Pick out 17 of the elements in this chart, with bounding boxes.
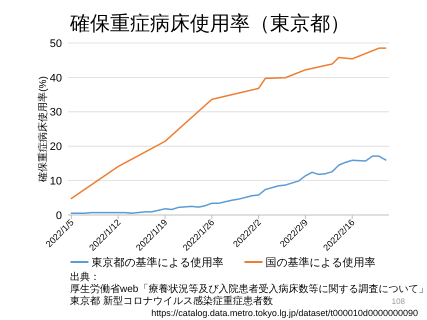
y-tick-label: 40 (50, 72, 62, 84)
y-tick-label: 20 (50, 141, 62, 154)
text: 厚生労働省web「療養状況等及び入院患者受入病床数等に関する調査について」 (70, 283, 427, 295)
y-tick-label: 10 (50, 175, 62, 188)
y-axis-title: 確保重症病床使用率(%) (37, 76, 49, 183)
y-tick-label: 0 (56, 210, 62, 222)
source-note: 出典： (70, 271, 100, 283)
y-tick-label: 50 (50, 38, 62, 50)
legend-label: 東京都の基準による使用率 (92, 256, 224, 269)
text: 東京都 新型コロナウイルス感染症重症患者数 (70, 295, 273, 307)
y-tick-label: 30 (50, 106, 62, 119)
legend-label: 国の基準による使用率 (266, 256, 376, 269)
chart-title: 確保重症病床使用率（東京都） (69, 13, 350, 35)
text: 108 (392, 297, 406, 306)
text: https://catalog.data.metro.tokyo.lg.jp/dataset/t000010d0000000090 (151, 308, 418, 318)
line-series (70, 47, 386, 200)
line-series (70, 155, 386, 214)
